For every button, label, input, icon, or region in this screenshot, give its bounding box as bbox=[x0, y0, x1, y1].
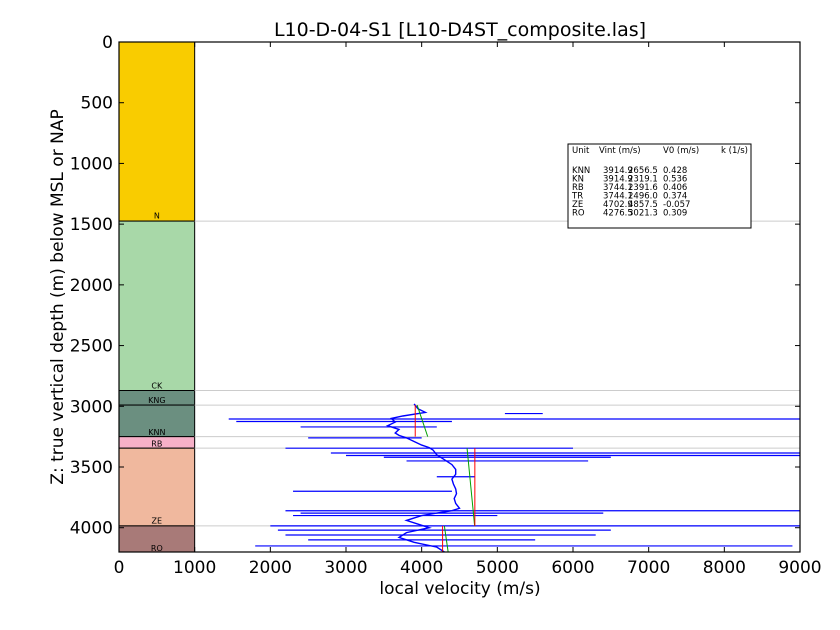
unit-label-ze: ZE bbox=[152, 516, 163, 525]
unit-label-rb: RB bbox=[151, 439, 162, 448]
legend-header-cell: V0 (m/s) bbox=[663, 146, 699, 156]
x-tick-label: 8000 bbox=[703, 558, 746, 578]
fit-line-ro-green bbox=[443, 525, 449, 553]
legend-cell: 3744.1 bbox=[603, 192, 633, 202]
x-tick-label: 3000 bbox=[324, 558, 367, 578]
velocity-log bbox=[385, 403, 461, 553]
legend-cell: KNN bbox=[572, 166, 590, 176]
legend-cell: 3021.3 bbox=[628, 209, 658, 219]
y-axis-label: Z: true vertical depth (m) below MSL or … bbox=[48, 109, 68, 484]
x-tick-label: 4000 bbox=[400, 558, 443, 578]
legend-cell: 4702.9 bbox=[603, 200, 633, 210]
x-axis-label: local velocity (m/s) bbox=[379, 579, 540, 599]
fit-line-ze-green bbox=[466, 448, 476, 526]
unit-label-ck: CK bbox=[151, 382, 163, 391]
unit-block-ze bbox=[118, 447, 196, 527]
y-tick-label: 500 bbox=[81, 94, 113, 114]
legend-cell: 2656.5 bbox=[628, 166, 658, 176]
legend-cell: 2391.6 bbox=[628, 183, 658, 193]
y-tick-label: 0 bbox=[102, 33, 113, 53]
legend-cell: 0.374 bbox=[663, 192, 687, 202]
velocity-spikes bbox=[228, 412, 800, 547]
unit-block-n bbox=[118, 41, 196, 222]
legend-header-cell: Unit bbox=[572, 146, 590, 156]
legend-cell: 4276.5 bbox=[603, 209, 633, 219]
unit-block-ro bbox=[118, 525, 196, 553]
legend-frame bbox=[567, 143, 752, 229]
chart-title: L10-D-04-S1 [L10-D4ST_composite.las] bbox=[274, 19, 646, 41]
unit-boundaries bbox=[194, 220, 800, 527]
x-tick-label: 0 bbox=[114, 558, 125, 578]
x-axis-ticks: 0 1000 2000 3000 4000 5000 6000 7000 8000 9000 bbox=[114, 42, 822, 578]
legend-box: Unit Vint (m/s) V0 (m/s) k (1/s) KNN 3914.926… bbox=[567, 143, 752, 229]
legend-cell: ZE bbox=[572, 200, 583, 210]
legend-cell: 4857.5 bbox=[628, 200, 658, 210]
legend-cell: TR bbox=[571, 192, 583, 202]
y-tick-label: 2500 bbox=[70, 337, 113, 357]
legend-cell: 2319.1 bbox=[628, 175, 658, 185]
legend-cell: 0.406 bbox=[663, 183, 687, 193]
legend-header-cell: Vint (m/s) bbox=[599, 146, 641, 156]
legend-cell: RB bbox=[572, 183, 584, 193]
x-tick-label: 2000 bbox=[249, 558, 292, 578]
y-tick-label: 3500 bbox=[70, 458, 113, 478]
unit-block-knn bbox=[118, 404, 196, 438]
legend-cell: KN bbox=[572, 175, 584, 185]
y-tick-label: 4000 bbox=[70, 519, 113, 539]
x-tick-label: 1000 bbox=[173, 558, 216, 578]
velocity-log-line bbox=[385, 403, 461, 553]
x-tick-label: 5000 bbox=[476, 558, 519, 578]
unit-block-ck bbox=[118, 220, 196, 391]
legend-cell: 3744.1 bbox=[603, 183, 633, 193]
fit-lines bbox=[414, 404, 476, 553]
legend-cell: 3914.9 bbox=[603, 166, 633, 176]
y-tick-label: 1000 bbox=[70, 154, 113, 174]
legend-header-cell: k (1/s) bbox=[721, 146, 748, 156]
legend-cell: 0.309 bbox=[663, 209, 687, 219]
unit-label-kng: KNG bbox=[148, 396, 165, 405]
unit-label-knn: KNN bbox=[148, 428, 165, 437]
y-tick-label: 3000 bbox=[70, 397, 113, 417]
legend-cell: 2496.0 bbox=[628, 192, 658, 202]
legend-cell: 0.536 bbox=[663, 175, 687, 185]
legend-cell: -0.057 bbox=[663, 200, 690, 210]
legend-cell: 3914.9 bbox=[603, 175, 633, 185]
y-axis-ticks: 0 500 1000 1500 2000 2500 3000 3500 4000 bbox=[70, 33, 800, 539]
y-tick-label: 1500 bbox=[70, 215, 113, 235]
x-tick-label: 7000 bbox=[627, 558, 670, 578]
y-tick-label: 2000 bbox=[70, 276, 113, 296]
legend-cell: 0.428 bbox=[663, 166, 687, 176]
x-tick-label: 6000 bbox=[551, 558, 594, 578]
legend-cell: RO bbox=[572, 209, 585, 219]
plot-frame bbox=[118, 41, 801, 553]
fit-line-knn-green bbox=[416, 404, 429, 437]
unit-label-n: N bbox=[154, 212, 160, 221]
x-tick-label: 9000 bbox=[778, 558, 821, 578]
stratigraphic-column: N CK KNG KNN RB ZE RO bbox=[118, 41, 196, 553]
unit-label-ro: RO bbox=[151, 544, 163, 553]
